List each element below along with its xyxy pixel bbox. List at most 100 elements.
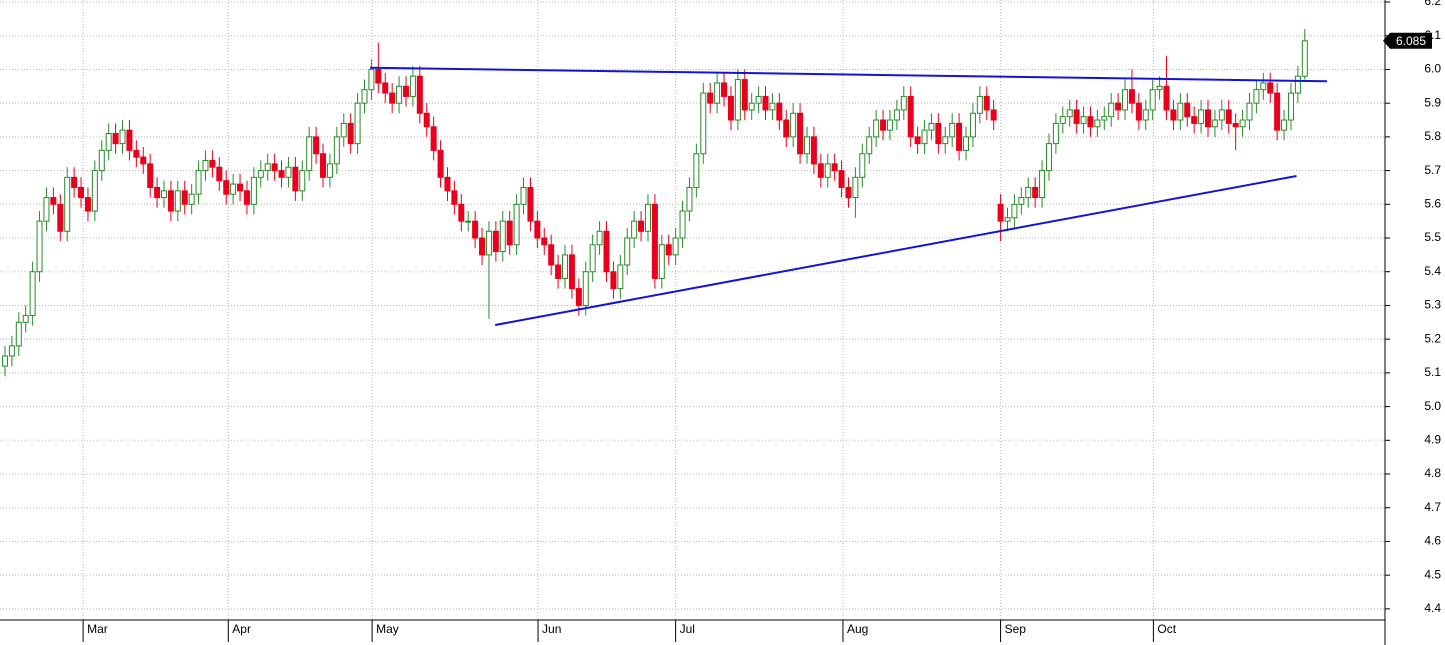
candle-body bbox=[340, 122, 347, 138]
candle-body bbox=[886, 119, 893, 131]
candle-body bbox=[1011, 203, 1018, 219]
candle-body bbox=[465, 220, 472, 223]
candle-body bbox=[402, 85, 409, 97]
candle-body bbox=[568, 254, 575, 290]
candle-body bbox=[824, 163, 831, 178]
candle-body bbox=[1260, 82, 1267, 91]
candle-body bbox=[596, 230, 603, 246]
candle-body bbox=[976, 95, 983, 114]
candle-body bbox=[617, 264, 624, 290]
candle-body bbox=[700, 92, 707, 155]
candle-body bbox=[320, 153, 327, 178]
candle-body bbox=[997, 203, 1004, 222]
candle-body bbox=[375, 68, 382, 84]
candle-body bbox=[230, 183, 237, 195]
candle-body bbox=[50, 197, 57, 205]
candle-body bbox=[333, 136, 340, 165]
candle-body bbox=[29, 271, 36, 317]
candle-body bbox=[1122, 89, 1129, 111]
candle-body bbox=[873, 119, 880, 138]
candle-body bbox=[223, 180, 230, 195]
candle-body bbox=[817, 163, 824, 178]
trend-line bbox=[494, 175, 1297, 326]
candle-body bbox=[1232, 122, 1239, 128]
x-tick-label: Sep bbox=[1005, 622, 1027, 636]
candle-body bbox=[416, 75, 423, 114]
candle-body bbox=[831, 163, 838, 172]
candle-body bbox=[589, 244, 596, 273]
candle-body bbox=[928, 122, 935, 131]
y-tick-label: 5.0 bbox=[1424, 399, 1441, 413]
x-tick-label: May bbox=[376, 622, 399, 636]
price-tag bbox=[1383, 32, 1432, 49]
candle-body bbox=[354, 102, 361, 145]
candle-body bbox=[907, 95, 914, 138]
candle-body bbox=[36, 220, 43, 273]
candle-body bbox=[112, 133, 119, 145]
candle-body bbox=[1253, 89, 1260, 104]
candle-body bbox=[610, 271, 617, 290]
candle-body bbox=[174, 190, 181, 212]
candle-body bbox=[755, 95, 762, 104]
candle-body bbox=[990, 109, 997, 121]
candle-body bbox=[880, 119, 887, 131]
candle-body bbox=[1267, 82, 1274, 94]
candle-body bbox=[271, 163, 278, 172]
candle-body bbox=[506, 220, 513, 246]
candle-body bbox=[22, 315, 29, 323]
candle-body bbox=[1018, 197, 1025, 205]
candle-body bbox=[852, 176, 859, 199]
candle-body bbox=[721, 82, 728, 97]
candle-body bbox=[1239, 119, 1246, 128]
candle-body bbox=[686, 186, 693, 212]
candle-body bbox=[409, 75, 416, 97]
y-tick-label: 5.2 bbox=[1424, 331, 1441, 345]
candle-body bbox=[741, 79, 748, 111]
candle-body bbox=[1025, 186, 1032, 199]
candle-body bbox=[485, 230, 492, 256]
y-tick-label: 4.8 bbox=[1424, 466, 1441, 480]
candle-body bbox=[160, 190, 167, 199]
candle-body bbox=[1115, 102, 1122, 111]
candle-body bbox=[555, 264, 562, 279]
y-tick-label: 6.2 bbox=[1424, 0, 1441, 8]
candle-body bbox=[1052, 122, 1059, 145]
candle-body bbox=[734, 79, 741, 121]
candle-body bbox=[285, 166, 292, 178]
candle-body bbox=[209, 159, 216, 168]
candle-body bbox=[942, 136, 949, 145]
candle-body bbox=[1080, 116, 1087, 124]
y-tick-label: 5.4 bbox=[1424, 264, 1441, 278]
candle-body bbox=[969, 112, 976, 138]
candle-body bbox=[105, 133, 112, 151]
candle-body bbox=[1211, 119, 1218, 128]
candle-body bbox=[243, 190, 250, 205]
candle-body bbox=[776, 102, 783, 121]
candle-body bbox=[1039, 170, 1046, 199]
candle-body bbox=[1198, 109, 1205, 124]
candle-body bbox=[1294, 75, 1301, 94]
candle-body bbox=[389, 92, 396, 104]
candle-body bbox=[133, 149, 140, 158]
candle-body bbox=[1218, 109, 1225, 121]
candle-body bbox=[8, 345, 15, 357]
candle-body bbox=[250, 176, 257, 205]
candle-body bbox=[790, 112, 797, 138]
candle-body bbox=[914, 136, 921, 145]
y-tick-label: 4.6 bbox=[1424, 534, 1441, 548]
y-tick-label: 5.3 bbox=[1424, 298, 1441, 312]
candle-body bbox=[437, 149, 444, 178]
candle-body bbox=[693, 153, 700, 188]
candle-body bbox=[292, 166, 299, 192]
candle-body bbox=[1156, 85, 1163, 91]
candle-body bbox=[71, 176, 78, 188]
candle-body bbox=[1101, 116, 1108, 121]
candle-body bbox=[679, 210, 686, 239]
candle-body bbox=[313, 136, 320, 155]
candle-body bbox=[147, 163, 154, 188]
candle-body bbox=[527, 186, 534, 222]
candle-body bbox=[264, 163, 271, 172]
candle-body bbox=[1004, 217, 1011, 222]
candle-body bbox=[983, 95, 990, 111]
candle-body bbox=[900, 95, 907, 111]
